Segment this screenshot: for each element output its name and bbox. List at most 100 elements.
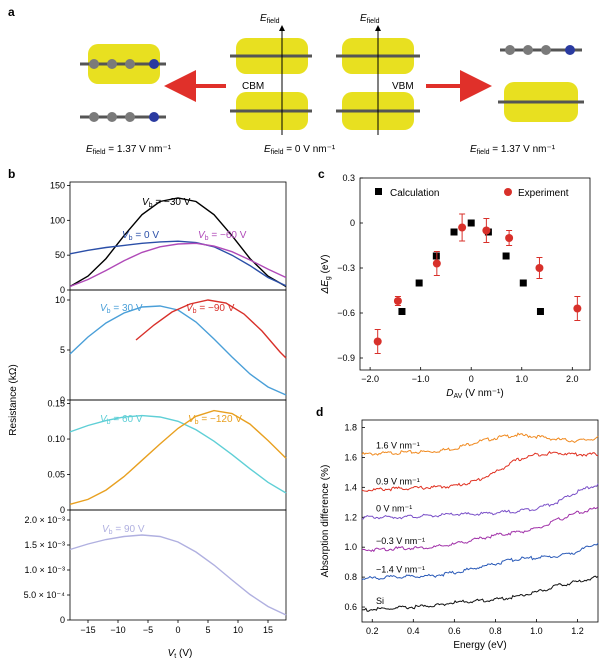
panel-c-exp-point: [573, 304, 582, 313]
panel-b-ytick-label: 150: [50, 180, 65, 190]
panel-c-legend-calc-label: Calculation: [390, 188, 439, 199]
panel-b-ytick-label: 1.0 × 10⁻³: [24, 565, 65, 575]
panel-b-ytick-label: 10: [55, 295, 65, 305]
panel-b-series-label: Vb = −90 V: [186, 303, 235, 315]
panel-d-ytick-label: 0.8: [344, 572, 357, 582]
panel-b-series-line: [69, 305, 287, 396]
panel-d-ytick-label: 1.8: [344, 422, 357, 432]
panel-d-xtick-label: 1.0: [530, 626, 543, 636]
panel-c-xtick-label: −2.0: [361, 374, 379, 384]
panel-d-chart: 0.2 0.4 0.6 0.8 1.0 1.2 0.6 0.8 1.0 1.2 1.4 1.6 1.8 E…: [320, 419, 599, 651]
left-bottom-atom: [125, 112, 135, 122]
panel-d-frame: [361, 419, 599, 623]
panel-b-xtick-label: −5: [143, 625, 153, 635]
panel-d-ytick-label: 1.0: [344, 542, 357, 552]
panel-c-calc-point: [467, 219, 475, 227]
panel-c-ytick-label: 0: [350, 218, 355, 228]
panel-c-exp-point: [535, 264, 544, 272]
panel-b-series-line: [69, 242, 287, 288]
panel-b-ytick-label: 0: [60, 615, 65, 625]
panel-b-ytick-label: 2.0 × 10⁻³: [24, 515, 65, 525]
panel-b-ytick-label: 5.0 × 10⁻⁴: [24, 590, 66, 600]
panel-d-series-line: [361, 506, 599, 553]
panel-b-xtick-label: 15: [263, 625, 273, 635]
panel-d-xtick-label: 1.2: [571, 626, 584, 636]
panel-b-ytick-label: 0.15: [47, 399, 65, 409]
panel-c-ytick-label: −0.9: [337, 353, 355, 363]
panel-c-ytick-label: 0.3: [342, 173, 355, 183]
panel-c-calc-point: [415, 279, 423, 287]
panel-b-ytick-label: 0.05: [47, 470, 65, 480]
panel-c-calc-point: [398, 308, 406, 315]
panel-b-series-line: [135, 299, 287, 359]
panel-d-series-label: −0.3 V nm⁻¹: [376, 536, 425, 546]
panel-b-xtick-label: 0: [175, 625, 180, 635]
panel-c-legend-exp-label: Experiment: [518, 188, 569, 199]
panel-c-xlabel: DAV (V nm⁻¹): [446, 388, 503, 400]
panel-b-ylabel: Resistance (kΩ): [8, 364, 19, 435]
left-field-value: Efield = 1.37 V nm⁻¹: [86, 144, 172, 156]
panel-d-xtick-label: 0.4: [407, 626, 420, 636]
panel-d-series-label: 0.9 V nm⁻¹: [376, 476, 420, 486]
panel-d-xlabel: Energy (eV): [453, 640, 506, 651]
vbm-label: VBM: [392, 81, 414, 92]
panel-b-series-line: [69, 197, 287, 288]
panel-d-xtick-label: 0.8: [489, 626, 502, 636]
panel-c-exp-point: [482, 226, 491, 235]
panel-c-calc-point: [536, 308, 544, 315]
panel-c-ylabel: ΔEg (eV): [320, 255, 332, 295]
panel-b-letter: b: [8, 167, 15, 181]
panel-d-series-line: [361, 450, 599, 492]
panel-c-ytick-label: −0.6: [337, 308, 355, 318]
panel-d-series-label: 0 V nm⁻¹: [376, 503, 412, 513]
left-top-atom-n: [149, 59, 159, 69]
panel-b-xtick-label: 10: [233, 625, 243, 635]
efield-axis-label-right: Efield: [360, 13, 380, 25]
panel-d-ytick-label: 1.6: [344, 452, 357, 462]
panel-b-series-label: Vb = 30 V: [100, 303, 143, 315]
panel-b-xtick-label: 5: [205, 625, 210, 635]
panel-b-series-line: [69, 240, 287, 287]
center-field-value: Efield = 0 V nm⁻¹: [264, 144, 336, 156]
panel-b-series-label: Vb = 60 V: [100, 414, 143, 426]
panel-d-series-label: Si: [376, 596, 384, 606]
panel-c-calc-point: [519, 279, 527, 287]
panel-b-series-label: Vb = 0 V: [122, 230, 159, 242]
panel-b-series-label: Vb = 90 V: [102, 524, 145, 536]
panel-b-ytick-label: 50: [55, 250, 65, 260]
panel-d-ytick-label: 1.4: [344, 482, 357, 492]
left-top-atom: [125, 59, 135, 69]
left-bottom-atom: [89, 112, 99, 122]
right-top-atom-n: [565, 45, 575, 55]
panel-c-legend-calc-marker: [375, 188, 382, 195]
right-structure: [498, 45, 584, 122]
panel-d-ytick-label: 1.2: [344, 512, 357, 522]
panel-b-ytick-label: 5: [60, 345, 65, 355]
panel-b-ytick-label: 100: [50, 215, 65, 225]
right-field-value: Efield = 1.37 V nm⁻¹: [470, 144, 556, 156]
panel-c-calc-point: [502, 252, 510, 260]
panel-c-xtick-label: 2.0: [566, 374, 579, 384]
panel-b-series-line: [69, 534, 287, 616]
panel-c-xtick-label: −1.0: [412, 374, 430, 384]
panel-b-ytick-label: 1.5 × 10⁻³: [24, 540, 65, 550]
panel-d-xtick-label: 0.6: [448, 626, 461, 636]
panel-c-frame: [359, 177, 591, 371]
panel-b-xtick-label: −15: [80, 625, 95, 635]
panel-c-legend-exp-marker: [504, 188, 512, 196]
panel-d-series-line: [361, 575, 599, 612]
panel-b-xtick-label: −10: [110, 625, 125, 635]
panel-d-ylabel: Absorption difference (%): [320, 465, 331, 578]
panel-c-ytick-label: −0.3: [337, 263, 355, 273]
panel-a-structures: CBM Efield VBM Efield Efield = 1.3: [80, 13, 584, 156]
left-top-atom: [89, 59, 99, 69]
panel-d-series-line: [361, 542, 599, 581]
panel-d-series-line: [361, 483, 599, 520]
panel-c-exp-point: [373, 337, 382, 346]
right-top-atom: [505, 45, 515, 55]
panel-b-series-label: Vb = −60 V: [198, 230, 247, 242]
right-top-atom: [541, 45, 551, 55]
panel-c-letter: c: [318, 167, 325, 181]
panel-b-ytick-label: 0: [60, 505, 65, 515]
